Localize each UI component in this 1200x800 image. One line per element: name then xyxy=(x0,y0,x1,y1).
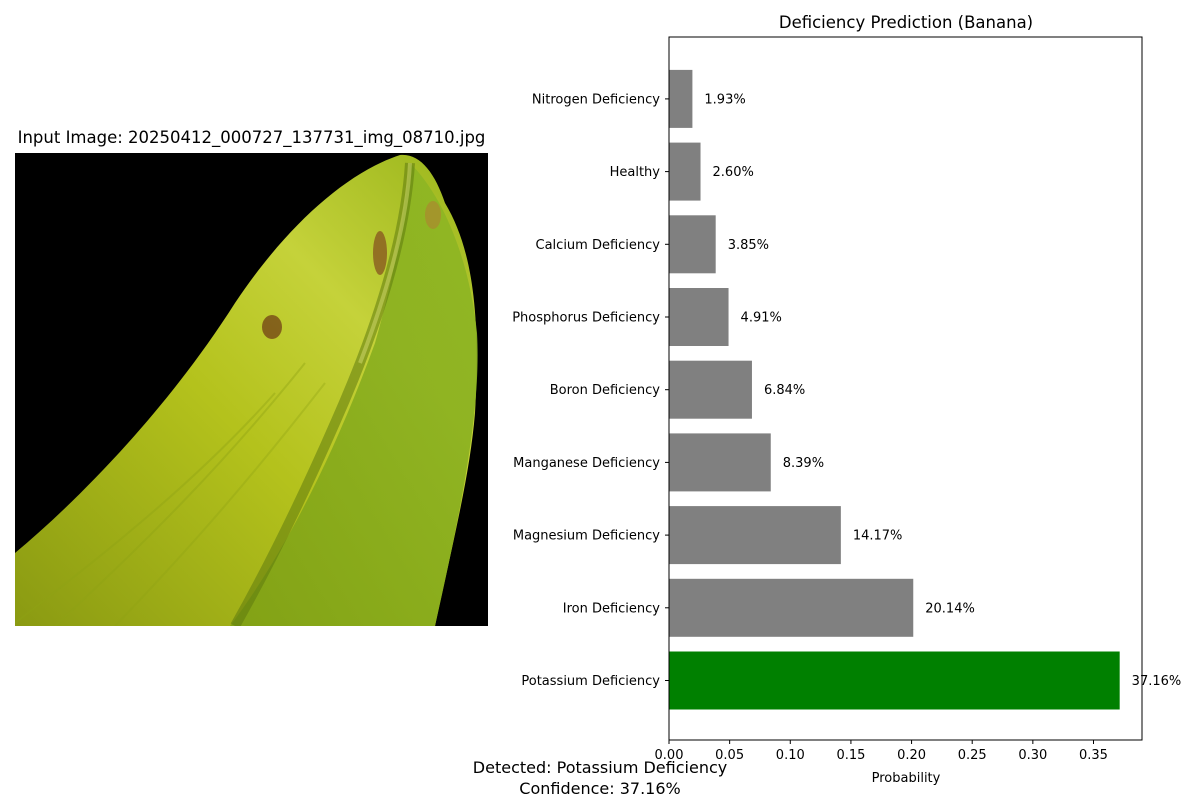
x-tick-label: 0.00 xyxy=(655,748,684,763)
x-tick-label: 0.30 xyxy=(1018,748,1047,763)
y-tick-label: Nitrogen Deficiency xyxy=(532,92,660,107)
plot-frame xyxy=(668,36,1143,741)
x-tick-label: 0.15 xyxy=(836,748,865,763)
bar xyxy=(669,651,1120,710)
confidence-label: Confidence: 37.16% xyxy=(519,779,681,798)
y-tick-label: Magnesium Deficiency xyxy=(513,529,660,544)
y-tick-label: Healthy xyxy=(610,165,661,180)
input-image xyxy=(15,153,488,626)
bar xyxy=(669,69,693,128)
bar-value-label: 3.85% xyxy=(728,238,769,253)
y-tick-label: Iron Deficiency xyxy=(563,601,661,616)
image-title: Input Image: 20250412_000727_137731_img_… xyxy=(17,128,486,147)
y-tick-label: Calcium Deficiency xyxy=(536,238,661,253)
x-tick-label: 0.10 xyxy=(776,748,805,763)
bar-value-label: 1.93% xyxy=(704,92,745,107)
bar-value-label: 14.17% xyxy=(853,529,903,544)
bar xyxy=(669,215,716,274)
x-tick-label: 0.25 xyxy=(958,748,987,763)
bar xyxy=(669,506,841,565)
x-tick-label: 0.35 xyxy=(1079,748,1108,763)
banana-leaf-image xyxy=(15,153,488,626)
y-tick-label: Boron Deficiency xyxy=(550,383,661,398)
bar-value-label: 8.39% xyxy=(783,456,824,471)
y-tick-label: Manganese Deficiency xyxy=(513,456,660,471)
y-tick-label: Phosphorus Deficiency xyxy=(512,311,660,326)
chart-title: Deficiency Prediction (Banana) xyxy=(779,13,1033,32)
bar-value-label: 20.14% xyxy=(925,601,975,616)
x-tick-label: 0.05 xyxy=(715,748,744,763)
bar-value-label: 4.91% xyxy=(741,311,782,326)
bar xyxy=(669,360,752,419)
detected-label: Detected: Potassium Deficiency xyxy=(472,758,728,777)
bar xyxy=(669,578,914,637)
x-tick-label: 0.20 xyxy=(897,748,926,763)
bar xyxy=(669,433,771,492)
x-axis-label: Probability xyxy=(872,771,941,786)
bar xyxy=(669,142,701,201)
bar-value-label: 2.60% xyxy=(713,165,754,180)
bar xyxy=(669,288,729,346)
bar-value-label: 37.16% xyxy=(1132,674,1182,689)
bar-value-label: 6.84% xyxy=(764,383,805,398)
y-tick-label: Potassium Deficiency xyxy=(521,674,660,689)
